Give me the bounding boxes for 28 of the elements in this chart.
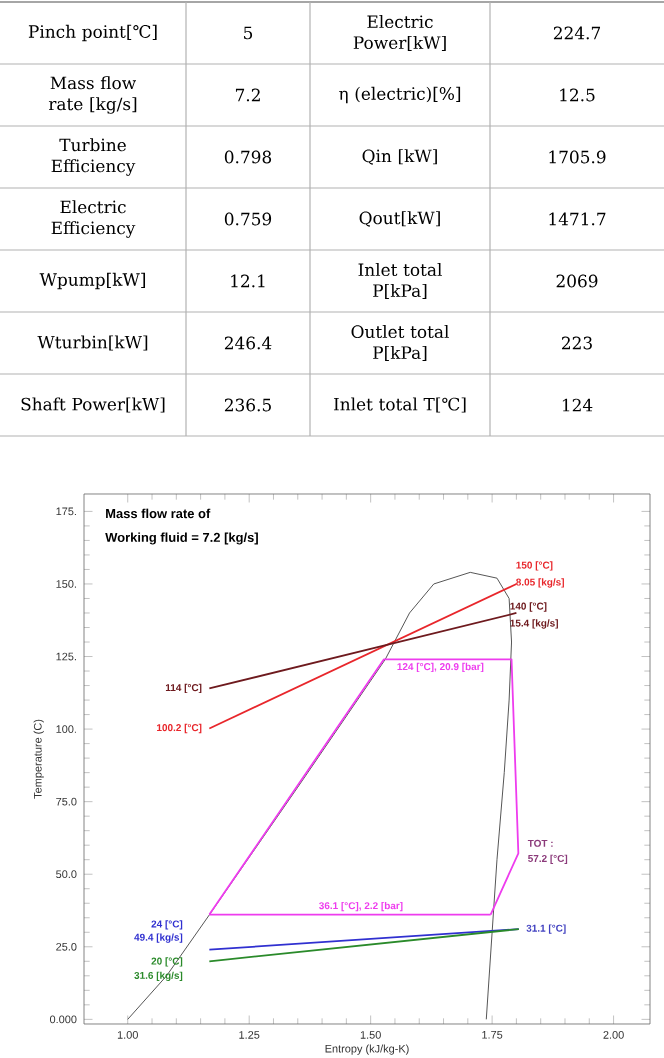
text: 7.2 — [235, 88, 260, 102]
text: 12.5 — [560, 88, 595, 102]
text: η (electric)[%] — [339, 86, 461, 104]
text: Qout[kW] — [359, 211, 440, 227]
text: Turbine Efficiency — [51, 138, 136, 176]
text: Electric Efficiency — [51, 200, 136, 238]
text: 1705.9 — [549, 150, 606, 164]
text: 2069 — [556, 274, 598, 288]
text: Outlet total P[kPa] — [351, 324, 449, 361]
text: 124 — [562, 398, 593, 412]
text: Wpump[kW] — [39, 272, 146, 290]
text: Inlet total P[kPa] — [358, 262, 442, 299]
text: 1471.7 — [549, 212, 606, 226]
text: 0.759 — [224, 212, 272, 226]
text: 223 — [561, 336, 592, 350]
text: Shaft Power[kW] — [21, 397, 165, 413]
text: Electric Power[kW] — [353, 14, 446, 51]
text: 246.4 — [224, 336, 272, 350]
text: 224.7 — [553, 26, 601, 40]
text: 236.5 — [224, 398, 271, 412]
text: Mass flow rate [kg/s] — [48, 76, 137, 114]
text: Qin [kW] — [362, 149, 437, 165]
text: 0.798 — [224, 150, 272, 164]
text: Wturbin[kW] — [37, 335, 148, 351]
text: 12.1 — [231, 274, 265, 288]
text: Inlet total T[℃] — [333, 397, 466, 413]
text: 5 — [244, 26, 253, 40]
text: Pinch point[℃] — [28, 24, 157, 42]
